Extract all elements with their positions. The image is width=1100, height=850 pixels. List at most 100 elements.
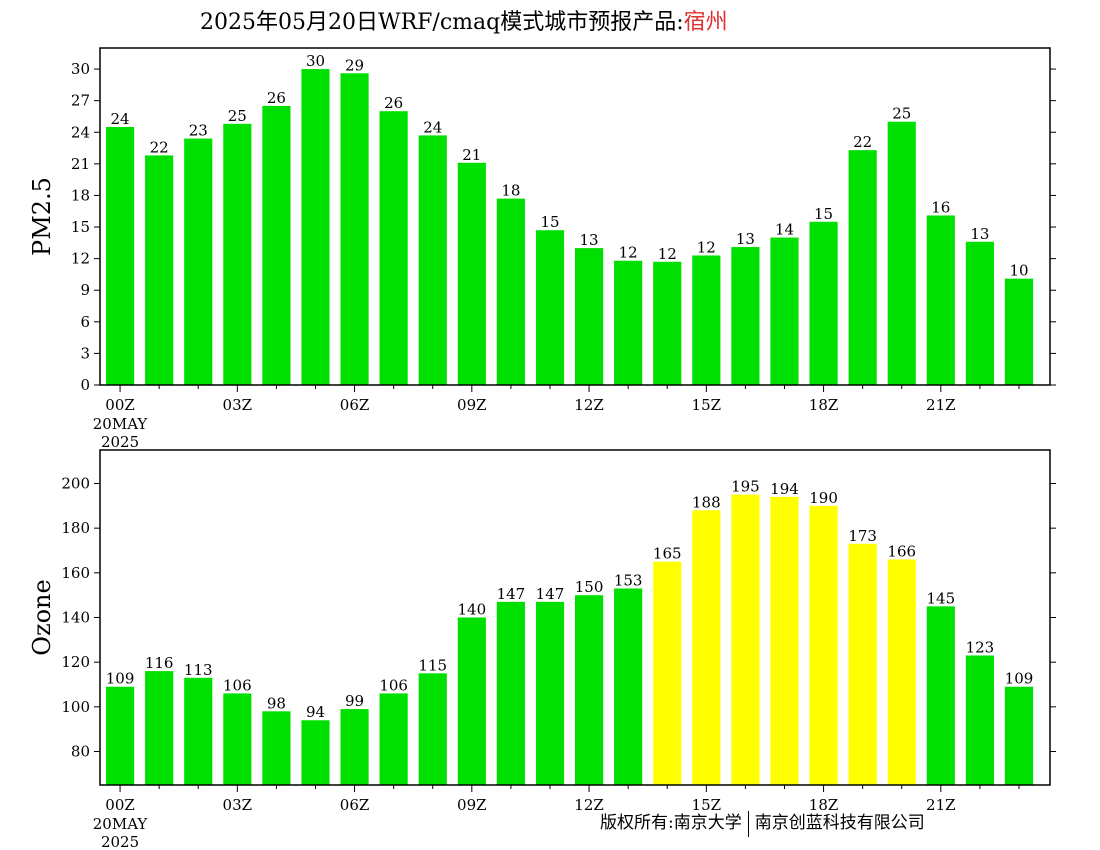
bar-label-15: 188 (692, 493, 721, 511)
bar-label-16: 13 (736, 230, 755, 248)
bar-label-18: 190 (809, 489, 838, 507)
bar-label-12: 150 (575, 578, 604, 596)
copyright-left: 版权所有:南京大学 (600, 813, 742, 833)
bar-label-5: 30 (306, 52, 325, 70)
bar-label-3: 106 (223, 676, 252, 694)
x-tick-label-4: 12Z (574, 796, 604, 814)
bar-label-19: 173 (848, 527, 877, 545)
bar-7 (379, 693, 408, 785)
bar-0 (106, 126, 135, 385)
x-tick-label-7: 21Z (926, 796, 956, 814)
bar-15 (692, 510, 721, 785)
x-tick-label-2: 06Z (340, 796, 370, 814)
y-tick-label-0: 80 (71, 743, 90, 761)
bar-label-2: 23 (189, 122, 208, 140)
y-tick-label-5: 15 (71, 218, 90, 236)
bar-label-13: 12 (619, 244, 638, 262)
bar-4 (262, 105, 291, 385)
title-prefix: 2025年05月20日WRF/cmaq模式城市预报产品: (200, 10, 684, 35)
bar-label-9: 21 (462, 146, 481, 164)
bar-16 (731, 494, 760, 785)
bar-label-7: 26 (384, 94, 403, 112)
bar-13 (614, 260, 643, 385)
bar-label-21: 16 (931, 198, 950, 216)
bar-label-23: 10 (1009, 262, 1028, 280)
x-date-label-1: 2025 (101, 433, 139, 451)
y-tick-label-6: 200 (61, 475, 90, 493)
bar-label-19: 22 (853, 133, 872, 151)
plot-frame (99, 47, 1051, 386)
x-tick-label-6: 18Z (809, 796, 839, 814)
x-tick-label-7: 21Z (926, 396, 956, 414)
bar-17 (770, 237, 799, 385)
bar-8 (418, 673, 447, 785)
bar-label-18: 15 (814, 205, 833, 223)
y-tick-label-2: 120 (61, 653, 90, 671)
x-tick-label-0: 00Z (105, 396, 135, 414)
bar-label-6: 29 (345, 56, 364, 74)
x-tick-label-2: 06Z (340, 396, 370, 414)
bar-12 (575, 595, 604, 785)
bar-12 (575, 248, 604, 385)
y-tick-label-1: 100 (61, 698, 90, 716)
x-date-label-0: 20MAY (93, 415, 149, 433)
y-tick-label-2: 6 (80, 313, 90, 331)
bar-1 (145, 155, 174, 385)
bar-3 (223, 123, 252, 385)
title-city: 宿州 (683, 10, 728, 35)
bar-5 (301, 69, 330, 385)
y-tick-label-7: 21 (71, 155, 90, 173)
bar-9 (457, 617, 486, 785)
copyright: 版权所有:南京大学 南京创蓝科技有限公司 (600, 808, 925, 837)
bar-label-20: 166 (887, 542, 916, 560)
y-tick-label-6: 18 (71, 186, 90, 204)
bar-label-16: 195 (731, 478, 760, 496)
bar-0 (106, 686, 135, 785)
bar-label-6: 99 (345, 692, 364, 710)
bar-10 (496, 198, 525, 385)
bar-label-1: 116 (145, 654, 174, 672)
y-tick-label-4: 160 (61, 564, 90, 582)
bar-20 (887, 121, 916, 385)
bar-22 (965, 241, 994, 385)
x-tick-label-5: 15Z (692, 396, 722, 414)
bar-label-4: 26 (267, 89, 286, 107)
x-tick-label-0: 00Z (105, 796, 135, 814)
bar-label-2: 113 (184, 661, 213, 679)
bar-19 (848, 543, 877, 785)
bar-18 (809, 221, 838, 385)
x-tick-label-5: 15Z (692, 796, 722, 814)
bar-11 (535, 601, 565, 785)
y-tick-label-9: 27 (71, 92, 90, 110)
bar-label-17: 194 (770, 480, 799, 498)
bar-23 (1004, 686, 1034, 785)
bar-label-7: 106 (379, 676, 408, 694)
bar-label-21: 145 (926, 589, 955, 607)
bar-label-22: 123 (966, 638, 995, 656)
bar-11 (535, 230, 565, 385)
bar-16 (731, 247, 760, 385)
bar-21 (926, 606, 955, 785)
bar-15 (692, 255, 721, 385)
x-tick-label-4: 12Z (574, 396, 604, 414)
bar-label-0: 109 (106, 670, 135, 688)
bar-label-8: 115 (418, 656, 447, 674)
bar-8 (418, 135, 447, 385)
bar-6 (340, 709, 369, 785)
chart-title: 2025年05月20日WRF/cmaq模式城市预报产品:宿州 (200, 4, 728, 36)
copyright-right: 南京创蓝科技有限公司 (754, 813, 925, 833)
bar-23 (1004, 278, 1034, 385)
bar-label-5: 94 (306, 703, 325, 721)
bar-label-15: 12 (697, 238, 716, 256)
bar-10 (496, 601, 525, 785)
y-tick-label-4: 12 (71, 250, 90, 268)
x-tick-label-1: 03Z (223, 796, 253, 814)
y-tick-label-0: 0 (80, 376, 90, 394)
bar-19 (848, 150, 877, 385)
x-tick-label-3: 09Z (457, 396, 487, 414)
bar-label-10: 18 (501, 182, 520, 200)
y-axis-label: PM2.5 (28, 177, 56, 256)
bar-label-11: 147 (536, 585, 565, 603)
bar-21 (926, 215, 955, 385)
